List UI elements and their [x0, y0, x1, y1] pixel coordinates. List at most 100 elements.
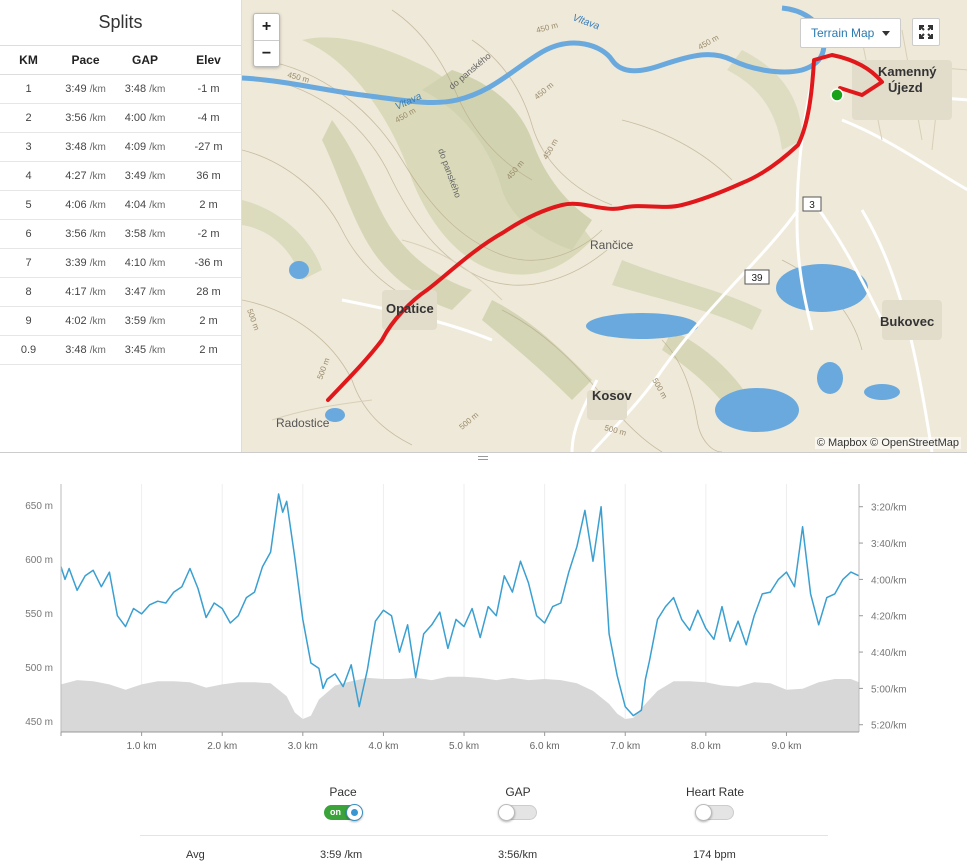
panel-resize-divider[interactable] — [0, 452, 967, 462]
label-bukovec: Bukovec — [880, 314, 934, 329]
split-row: 2 3:56 /km 4:00 /km -4 m — [0, 103, 241, 133]
split-row: 0.9 3:48 /km 3:45 /km 2 m — [0, 335, 241, 365]
split-pace-value: 4:17 — [65, 286, 87, 298]
avg-pace-value: 3:59 /km — [320, 849, 363, 861]
route-map[interactable]: 3 39 Kamenný Újezd Rančice Opatice Bukov… — [241, 0, 967, 452]
pace-toggle-on-text: on — [330, 807, 341, 817]
split-km-value: 4 — [25, 170, 32, 182]
fullscreen-button[interactable] — [912, 18, 940, 46]
start-marker[interactable] — [830, 88, 844, 102]
town-blocks — [382, 60, 952, 420]
split-row: 6 3:56 /km 3:58 /km -2 m — [0, 219, 241, 249]
split-pace-value: 3:56 — [65, 112, 87, 124]
splits-header-row: KM Pace GAP Elev — [0, 45, 241, 75]
split-km: 3 — [0, 132, 57, 162]
zoom-out-button[interactable]: − — [254, 40, 279, 66]
right-tick-label: 5:20/km — [871, 721, 907, 732]
pace-line — [60, 493, 860, 717]
gap-toggle-group: GAP — [458, 785, 578, 825]
split-km-value: 1 — [25, 83, 32, 95]
pace-line-path — [60, 493, 860, 717]
split-pace: 3:56 /km — [57, 103, 114, 133]
pace-unit: /km — [89, 229, 106, 240]
split-gap-value: 3:47 — [124, 286, 147, 298]
split-elev: 2 m — [176, 190, 241, 220]
split-pace-value: 4:06 — [65, 199, 87, 211]
label-rancice: Rančice — [590, 238, 634, 252]
split-km: 2 — [0, 103, 57, 133]
hr-toggle[interactable] — [695, 804, 734, 821]
x-tick-label: 7.0 km — [610, 741, 640, 752]
x-axis: 1.0 km 2.0 km 3.0 km 4.0 km 5.0 km 6.0 km 7.0 … — [60, 731, 859, 752]
svg-text:450 m: 450 m — [533, 80, 556, 101]
left-tick-label: 650 m — [25, 501, 53, 512]
split-gap-value: 4:00 — [124, 112, 147, 124]
left-tick-label: 450 m — [25, 717, 53, 728]
split-row: 4 4:27 /km 3:49 /km 36 m — [0, 161, 241, 191]
x-tick-label: 4.0 km — [368, 741, 398, 752]
split-gap-value: 3:48 — [124, 83, 147, 95]
svg-text:500 m: 500 m — [245, 308, 261, 332]
pace-unit: /km — [89, 113, 106, 124]
label-kosov: Kosov — [592, 388, 633, 403]
split-gap-value: 4:10 — [124, 257, 147, 269]
split-elev-value: 28 m — [196, 286, 221, 298]
pace-unit: /km — [89, 287, 106, 298]
split-gap-value: 4:09 — [124, 141, 147, 153]
pace-unit: /km — [89, 200, 106, 211]
label-radostice: Radostice — [276, 416, 330, 430]
pace-unit: /km — [149, 200, 166, 211]
svg-text:500 m: 500 m — [315, 356, 331, 380]
road-shield-3: 3 — [802, 196, 822, 212]
gap-toggle-label: GAP — [505, 785, 531, 799]
split-elev: 28 m — [176, 277, 241, 307]
resize-grip-icon[interactable] — [478, 456, 488, 460]
avg-label: Avg — [186, 849, 205, 861]
split-gap: 3:59 /km — [114, 306, 176, 336]
right-tick-label: 5:00/km — [871, 684, 907, 695]
col-gap-header: GAP — [114, 45, 176, 75]
split-km: 8 — [0, 277, 57, 307]
left-tick-label: 500 m — [25, 663, 53, 674]
split-gap: 4:09 /km — [114, 132, 176, 162]
split-km-value: 0.9 — [20, 344, 37, 356]
right-tick-label: 3:40/km — [871, 539, 907, 550]
x-tick-label: 6.0 km — [530, 741, 560, 752]
split-km: 5 — [0, 190, 57, 220]
split-elev-value: -2 m — [197, 228, 220, 240]
col-elev-header: Elev — [176, 45, 241, 75]
elevation-area — [61, 676, 859, 732]
pace-toggle[interactable]: on — [324, 804, 363, 821]
map-attribution[interactable]: © Mapbox © OpenStreetMap — [814, 437, 961, 449]
gap-toggle[interactable] — [498, 804, 537, 821]
zoom-in-button[interactable]: + — [261, 18, 272, 35]
elevation-pace-chart[interactable]: 650 m 600 m 550 m 500 m 450 m 3:20/km 3:40/km… — [0, 470, 967, 760]
pace-toggle-label: Pace — [329, 785, 357, 799]
split-gap: 3:48 /km — [114, 74, 176, 104]
right-axis: 3:20/km 3:40/km 4:00/km 4:20/km 4:40/km 5:00/… — [858, 484, 907, 732]
split-row: 1 3:49 /km 3:48 /km -1 m — [0, 74, 241, 104]
split-km-value: 8 — [25, 286, 32, 298]
split-pace: 4:06 /km — [57, 190, 114, 220]
avg-hr-value: 174 bpm — [693, 849, 736, 861]
avg-row: Avg 3:59 /km 3:56/km 174 bpm — [140, 835, 828, 867]
pace-unit: /km — [89, 258, 106, 269]
label-ujezd: Újezd — [888, 80, 923, 95]
toggle-knob — [695, 804, 712, 821]
splits-panel: Splits KM Pace GAP Elev 1 3:49 /km 3:48 /k… — [0, 0, 241, 452]
pace-unit: /km — [89, 84, 106, 95]
split-km: 9 — [0, 306, 57, 336]
label-kamenny: Kamenný — [878, 64, 937, 79]
pace-unit: /km — [149, 113, 166, 124]
left-tick-label: 600 m — [25, 555, 53, 566]
split-row: 7 3:39 /km 4:10 /km -36 m — [0, 248, 241, 278]
split-elev-value: -1 m — [197, 83, 220, 95]
split-km: 7 — [0, 248, 57, 278]
map-type-dropdown[interactable]: Terrain Map — [800, 18, 902, 48]
split-km-value: 5 — [25, 199, 32, 211]
col-km-header: KM — [0, 45, 57, 75]
split-km-value: 2 — [25, 112, 32, 124]
split-pace: 3:56 /km — [57, 219, 114, 249]
pace-unit: /km — [89, 345, 106, 356]
split-gap: 4:10 /km — [114, 248, 176, 278]
